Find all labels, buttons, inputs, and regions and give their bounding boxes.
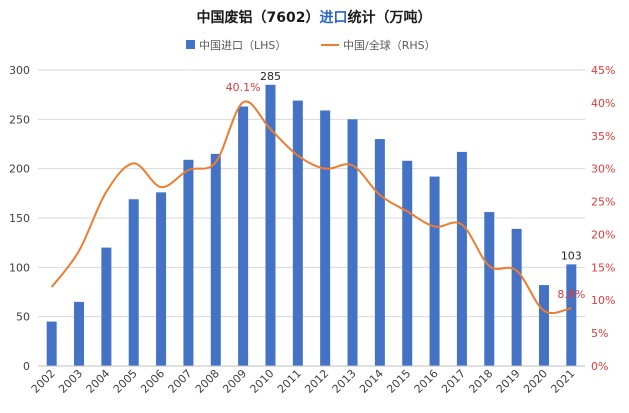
x-tick-label-2013: 2013 <box>330 367 359 396</box>
right-axis-tick-label: 15% <box>591 261 615 274</box>
bar-2013 <box>347 119 358 366</box>
chart-title: 中国废铝（7602）进口统计（万吨） <box>197 9 432 26</box>
right-axis-tick-label: 40% <box>591 97 615 110</box>
x-tick-label-2005: 2005 <box>111 367 140 396</box>
x-tick-label-2010: 2010 <box>248 367 277 396</box>
x-tick-label-2006: 2006 <box>138 367 167 396</box>
x-tick-label-2014: 2014 <box>357 367 386 396</box>
bar-2017 <box>456 151 467 366</box>
legend-label-bar: 中国进口（LHS） <box>199 39 286 52</box>
x-tick-label-2004: 2004 <box>84 367 113 396</box>
x-tick-label-2012: 2012 <box>302 367 331 396</box>
x-tick-label-2021: 2021 <box>548 367 577 396</box>
left-axis-tick-label: 200 <box>9 163 30 176</box>
bar-2008 <box>210 153 221 366</box>
data-labels: 285 103 40.1% 8.8% <box>226 70 586 301</box>
bar-2016 <box>429 176 440 366</box>
gridlines <box>38 69 585 318</box>
x-tick-label-2008: 2008 <box>193 367 222 396</box>
bar-2005 <box>128 199 139 366</box>
right-axis-tick-label: 0% <box>591 360 608 373</box>
bar-2011 <box>292 100 303 366</box>
left-axis-tick-label: 300 <box>9 64 30 77</box>
right-axis-tick-label: 5% <box>591 327 608 340</box>
x-tick-label-2020: 2020 <box>521 367 550 396</box>
bar-2021 <box>566 264 577 366</box>
right-axis-tick-label: 35% <box>591 130 615 143</box>
x-tick-label-2016: 2016 <box>412 367 441 396</box>
right-axis-tick-label: 30% <box>591 163 615 176</box>
right-axis-tick-label: 25% <box>591 196 615 209</box>
left-axis-tick-label: 150 <box>9 212 30 225</box>
line-series <box>50 100 572 315</box>
legend: 中国进口（LHS） 中国/全球（RHS） <box>186 38 436 52</box>
bar-2007 <box>183 159 194 366</box>
right-axis-tick-label: 20% <box>591 228 615 241</box>
bar-2012 <box>320 110 331 366</box>
title-part: 统计（万吨） <box>347 9 431 26</box>
data-label: 103 <box>561 249 582 262</box>
x-tick-label-2009: 2009 <box>220 367 249 396</box>
bar-2014 <box>374 139 385 366</box>
bar-2003 <box>74 301 85 366</box>
left-axis-tick-label: 0 <box>23 360 30 373</box>
legend-bar-swatch <box>186 40 195 49</box>
x-tick-label-2017: 2017 <box>439 367 468 396</box>
data-label: 285 <box>260 70 281 83</box>
bar-2020 <box>538 285 549 366</box>
title-part: 进口 <box>319 10 347 26</box>
x-tick-label-2011: 2011 <box>275 367 304 396</box>
title-part: 中国废铝（7602） <box>197 9 320 26</box>
axes: 0 50 100 150 200 250 300 0% 5% 10% 15% 20% 25% 30% 35%… <box>9 64 615 396</box>
right-axis-tick-label: 10% <box>591 294 615 307</box>
left-axis-tick-label: 50 <box>16 311 30 324</box>
x-tick-label-2019: 2019 <box>494 367 523 396</box>
x-tick-label-2018: 2018 <box>466 367 495 396</box>
bar-2019 <box>511 228 522 366</box>
bar-2010 <box>265 84 276 367</box>
bar-2006 <box>156 192 167 366</box>
bar-2015 <box>402 160 413 366</box>
bar-2002 <box>46 321 57 366</box>
bar-2004 <box>101 247 112 366</box>
data-label: 8.8% <box>557 288 585 301</box>
bar-series <box>46 84 577 367</box>
legend-label-line: 中国/全球（RHS） <box>343 38 436 52</box>
x-tick-label-2015: 2015 <box>384 367 413 396</box>
x-tick-label-2003: 2003 <box>56 367 85 396</box>
left-axis-tick-label: 250 <box>9 113 30 126</box>
x-tick-label-2002: 2002 <box>29 367 58 396</box>
x-tick-label-2007: 2007 <box>166 367 195 396</box>
left-axis-tick-label: 100 <box>9 261 30 274</box>
bar-2018 <box>484 212 495 366</box>
data-label: 40.1% <box>226 81 261 94</box>
bar-2009 <box>238 106 249 367</box>
right-axis-tick-label: 45% <box>591 64 615 77</box>
